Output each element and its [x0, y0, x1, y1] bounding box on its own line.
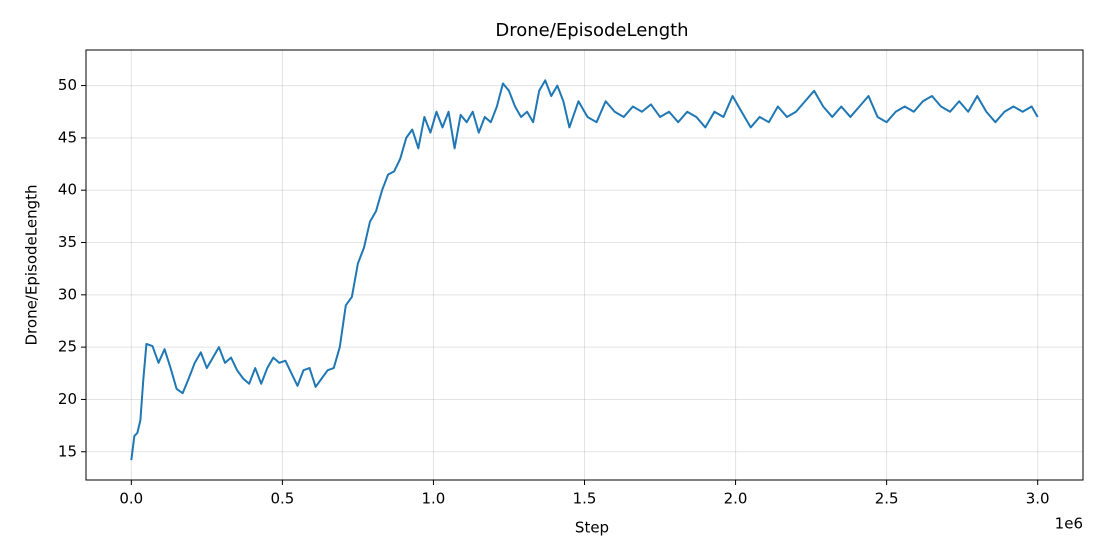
x-tick-label: 0.0	[119, 490, 143, 508]
y-axis-label: Drone/EpisodeLength	[23, 184, 41, 345]
y-tick-label: 15	[58, 442, 77, 460]
y-tick-label: 45	[58, 128, 77, 146]
y-tick-label: 20	[58, 390, 77, 408]
plot-frame	[85, 49, 1084, 481]
chart-title: Drone/EpisodeLength	[495, 20, 688, 41]
x-tick-label: 1.5	[573, 490, 597, 508]
x-tick-label: 3.0	[1026, 490, 1050, 508]
x-tick-label: 2.5	[875, 490, 899, 508]
x-tick-label: 2.0	[724, 490, 748, 508]
y-tick-label: 40	[58, 181, 77, 199]
x-tick-label: 0.5	[270, 490, 294, 508]
y-tick-label: 30	[58, 285, 77, 303]
y-tick-label: 35	[58, 233, 77, 251]
x-tick-label: 1.0	[422, 490, 446, 508]
y-tick-label: 50	[58, 76, 77, 94]
x-offset-label: 1e6	[1055, 515, 1083, 533]
x-axis-label: Step	[575, 519, 609, 537]
data-line	[130, 79, 1039, 461]
y-tick-label: 25	[58, 338, 77, 356]
